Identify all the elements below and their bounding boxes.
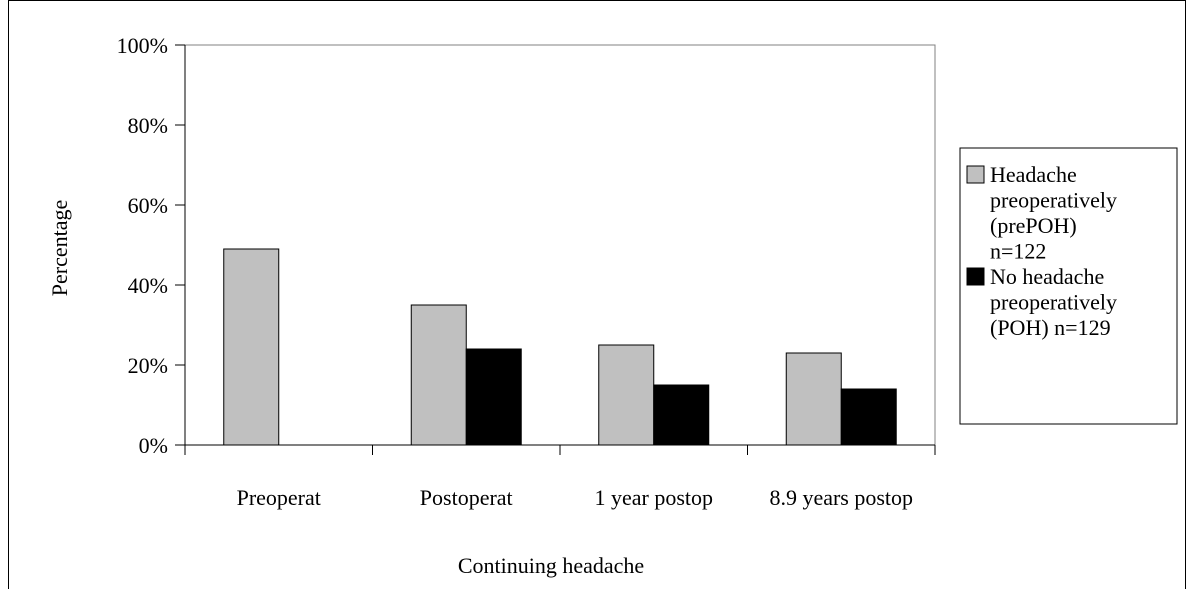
bar bbox=[223, 248, 280, 446]
legend-swatch bbox=[966, 165, 985, 184]
legend-box bbox=[959, 147, 1178, 425]
bar bbox=[465, 348, 522, 446]
y-tick-label: 20% bbox=[128, 353, 168, 378]
y-tick-label: 60% bbox=[128, 193, 168, 218]
x-tick-label: 1 year postop bbox=[594, 485, 713, 510]
bar bbox=[410, 304, 467, 446]
legend-label: No headache preoperatively (POH) n=129 bbox=[990, 264, 1117, 340]
x-axis-title: Continuing headache bbox=[458, 553, 644, 578]
y-tick-label: 40% bbox=[128, 273, 168, 298]
chart-frame bbox=[8, 0, 1186, 589]
bar bbox=[785, 352, 842, 446]
bar bbox=[653, 384, 710, 446]
legend-swatch bbox=[966, 267, 985, 286]
bar bbox=[840, 388, 897, 446]
x-tick-label: Preoperat bbox=[237, 485, 321, 510]
y-tick-label: 0% bbox=[139, 433, 168, 458]
y-tick-label: 80% bbox=[128, 113, 168, 138]
y-axis-title: Percentage bbox=[47, 200, 72, 297]
x-tick-label: Postoperat bbox=[420, 485, 513, 510]
legend-label: Headache preoperatively (prePOH) n=122 bbox=[990, 162, 1117, 264]
x-tick-label: 8.9 years postop bbox=[769, 485, 913, 510]
bar bbox=[598, 344, 655, 446]
y-tick-label: 100% bbox=[117, 33, 168, 58]
